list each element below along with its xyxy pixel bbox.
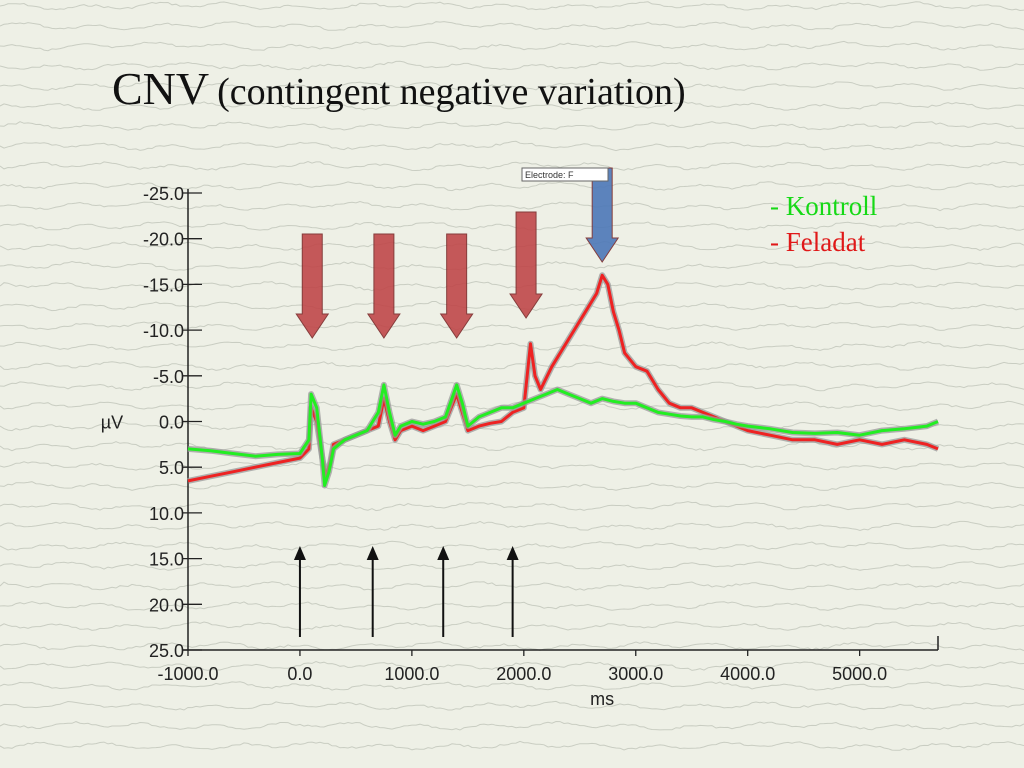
y-tick-label: 20.0 [149, 595, 184, 615]
slide-title-main: CNV [112, 63, 210, 114]
red-down-arrow-icon [295, 233, 330, 339]
eeg-trace [0, 200, 1024, 212]
series-halo-kontroll [187, 381, 940, 489]
x-tick-label: 2000.0 [496, 664, 551, 684]
eeg-trace [0, 520, 1024, 532]
series-layer [187, 272, 940, 489]
eeg-trace [0, 321, 1024, 331]
x-tick-label: 3000.0 [608, 664, 663, 684]
slide-title: CNV (contingent negative variation) [112, 62, 686, 115]
eeg-trace [0, 400, 1024, 412]
y-tick-label: -5.0 [153, 367, 184, 387]
y-tick-label: -15.0 [143, 275, 184, 295]
y-tick-label: 5.0 [159, 458, 184, 478]
blue-down-arrow-icon [585, 167, 620, 263]
y-tick-label: 0.0 [159, 413, 184, 433]
x-tick-label: 1000.0 [384, 664, 439, 684]
eeg-trace [0, 80, 1024, 91]
x-tick-label: 5000.0 [832, 664, 887, 684]
y-tick-label: -10.0 [143, 321, 184, 341]
y-tick-label: -20.0 [143, 230, 184, 250]
series-line-kontroll [187, 383, 939, 487]
electrode-label: Electrode: F [525, 170, 574, 180]
eeg-trace [0, 720, 1024, 731]
eeg-trace [0, 260, 1024, 271]
eeg-trace [0, 361, 1024, 371]
eeg-trace [0, 181, 1024, 192]
legend-item-kontroll: - Kontroll [770, 191, 878, 221]
x-tick-label: 4000.0 [720, 664, 775, 684]
eeg-trace [0, 100, 1024, 111]
eeg-trace [0, 501, 1024, 512]
eeg-trace [0, 1, 1024, 12]
red-down-arrow-icon [366, 233, 401, 339]
y-tick-label: 25.0 [149, 641, 184, 661]
eeg-trace [0, 340, 1024, 352]
eeg-trace [0, 681, 1024, 691]
eeg-trace [0, 481, 1024, 491]
eeg-trace [0, 421, 1024, 432]
red-down-arrow-icon [439, 233, 474, 339]
eeg-trace [0, 21, 1024, 31]
eeg-trace [0, 60, 1024, 71]
eeg-trace [0, 460, 1024, 471]
eeg-trace [0, 700, 1024, 711]
eeg-trace [0, 40, 1024, 52]
electrode-tag: Electrode: F [521, 167, 609, 182]
stimulus-arrow-icon [366, 546, 379, 560]
red-down-arrow-icon [509, 211, 543, 319]
annotation-arrows [293, 167, 620, 637]
x-tick-label: 0.0 [287, 664, 312, 684]
eeg-trace [0, 221, 1024, 231]
eeg-trace [0, 660, 1024, 671]
eeg-trace [0, 240, 1024, 252]
eeg-trace [0, 740, 1024, 751]
x-tick-label: -1000.0 [157, 664, 218, 684]
eeg-trace [0, 441, 1024, 452]
legend-item-feladat: - Feladat [770, 227, 866, 257]
eeg-trace [0, 160, 1024, 172]
y-tick-label: -25.0 [143, 184, 184, 204]
eeg-trace [0, 121, 1024, 131]
slide-title-subtitle: (contingent negative variation) [217, 71, 686, 113]
stimulus-arrow-icon [437, 546, 450, 560]
eeg-trace [0, 280, 1024, 292]
eeg-trace [0, 381, 1024, 392]
stimulus-arrow-icon [506, 546, 519, 560]
legend: - Kontroll - Feladat [770, 188, 877, 260]
eeg-trace [0, 140, 1024, 152]
eeg-trace [0, 301, 1024, 312]
stimulus-arrow-icon [293, 546, 306, 560]
y-tick-label: 10.0 [149, 504, 184, 524]
y-axis-label: µV [101, 413, 123, 433]
y-tick-label: 15.0 [149, 550, 184, 570]
axes: -25.0 -20.0 -15.0 -10.0 -5.0 0.0 5.0 10.0 15.0 20… [101, 184, 939, 709]
x-axis-label: ms [590, 689, 614, 709]
eeg-trace [0, 641, 1024, 652]
